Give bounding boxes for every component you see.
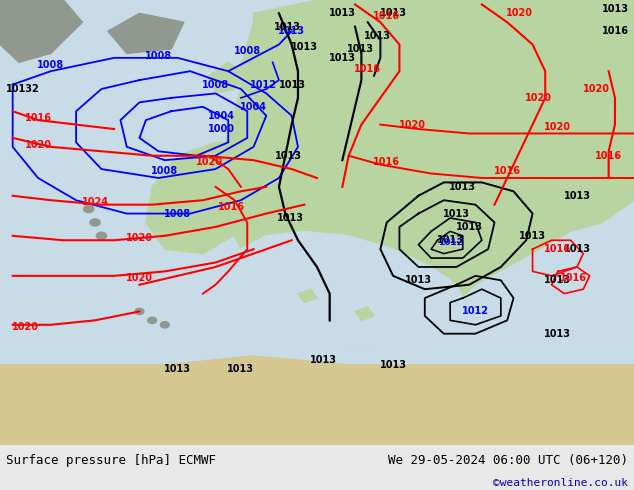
Text: 1004: 1004	[209, 111, 235, 121]
Text: 1013: 1013	[347, 44, 373, 54]
Text: 1020: 1020	[196, 157, 223, 168]
Circle shape	[96, 232, 107, 240]
Text: 1016: 1016	[494, 166, 521, 176]
Text: 1013: 1013	[450, 182, 476, 192]
Polygon shape	[0, 356, 634, 445]
Text: 1012: 1012	[250, 80, 276, 91]
Text: 1000: 1000	[209, 124, 235, 134]
Circle shape	[160, 321, 169, 328]
Text: ©weatheronline.co.uk: ©weatheronline.co.uk	[493, 478, 628, 488]
Text: 1013: 1013	[228, 364, 254, 374]
Text: 1024: 1024	[82, 197, 108, 207]
Polygon shape	[216, 0, 634, 347]
Text: 1013: 1013	[365, 30, 391, 41]
Polygon shape	[368, 18, 412, 62]
Text: 1013: 1013	[278, 26, 305, 36]
Text: 1020: 1020	[399, 120, 425, 129]
Text: 1013: 1013	[443, 209, 470, 219]
Text: 1016: 1016	[545, 244, 571, 254]
Polygon shape	[412, 0, 520, 80]
Text: 1016: 1016	[354, 64, 381, 74]
Text: 1013: 1013	[274, 22, 301, 32]
Text: 1008: 1008	[145, 50, 172, 61]
Text: 1013: 1013	[564, 191, 590, 201]
Polygon shape	[247, 36, 279, 53]
Text: 1016: 1016	[595, 151, 622, 161]
Text: 1013: 1013	[564, 244, 590, 254]
Text: 1013: 1013	[545, 275, 571, 285]
Circle shape	[84, 205, 94, 213]
Text: 1013: 1013	[164, 364, 191, 374]
Text: 1013: 1013	[602, 4, 628, 14]
Polygon shape	[209, 62, 241, 94]
Text: 1020: 1020	[507, 8, 533, 18]
Text: 1013: 1013	[405, 275, 432, 285]
Circle shape	[90, 219, 100, 226]
Text: 1008: 1008	[234, 46, 261, 56]
Circle shape	[148, 317, 157, 323]
Text: 1020: 1020	[583, 84, 609, 94]
Text: 1013: 1013	[329, 8, 356, 18]
Text: 1020: 1020	[526, 93, 552, 103]
Text: 1020: 1020	[545, 122, 571, 132]
Text: 1012: 1012	[437, 238, 463, 247]
Polygon shape	[317, 4, 355, 31]
Polygon shape	[241, 231, 469, 347]
Polygon shape	[336, 49, 368, 75]
Text: 1016: 1016	[560, 273, 587, 283]
Text: 1013: 1013	[380, 8, 406, 18]
Text: 1013: 1013	[329, 53, 356, 63]
Text: 1013: 1013	[456, 222, 482, 232]
Text: 1020: 1020	[25, 140, 51, 149]
Text: 1008: 1008	[152, 166, 178, 176]
Text: 1013: 1013	[437, 235, 463, 245]
Text: 1008: 1008	[37, 59, 64, 70]
Text: 1013: 1013	[545, 329, 571, 339]
Text: 1016: 1016	[373, 11, 400, 21]
Text: 1013: 1013	[380, 360, 406, 370]
Text: 10132: 10132	[6, 84, 40, 94]
Text: 1013: 1013	[519, 231, 546, 241]
Text: 1004: 1004	[240, 102, 267, 112]
Text: 1016: 1016	[373, 157, 400, 168]
Circle shape	[135, 308, 144, 315]
Text: 1013: 1013	[275, 151, 302, 161]
Text: 1020: 1020	[126, 233, 153, 243]
Polygon shape	[108, 13, 184, 53]
Text: 1013: 1013	[277, 213, 304, 223]
Polygon shape	[298, 289, 317, 302]
Text: 1016: 1016	[602, 26, 628, 36]
Text: Surface pressure [hPa] ECMWF: Surface pressure [hPa] ECMWF	[6, 454, 216, 467]
Text: 1008: 1008	[202, 79, 229, 90]
Text: 1016: 1016	[218, 202, 245, 212]
Text: 1013: 1013	[280, 79, 306, 90]
Text: 1016: 1016	[25, 113, 51, 123]
Polygon shape	[146, 143, 273, 254]
Text: We 29-05-2024 06:00 UTC (06+120): We 29-05-2024 06:00 UTC (06+120)	[387, 454, 628, 467]
Text: 1013: 1013	[291, 42, 318, 52]
Polygon shape	[368, 0, 463, 71]
Text: 1012: 1012	[462, 306, 489, 317]
Text: 1020: 1020	[126, 273, 153, 283]
Polygon shape	[235, 45, 285, 94]
Polygon shape	[355, 307, 374, 320]
Text: 1013: 1013	[310, 355, 337, 366]
Text: 1008: 1008	[164, 209, 191, 219]
Polygon shape	[0, 0, 82, 62]
Text: 1020: 1020	[12, 322, 39, 332]
